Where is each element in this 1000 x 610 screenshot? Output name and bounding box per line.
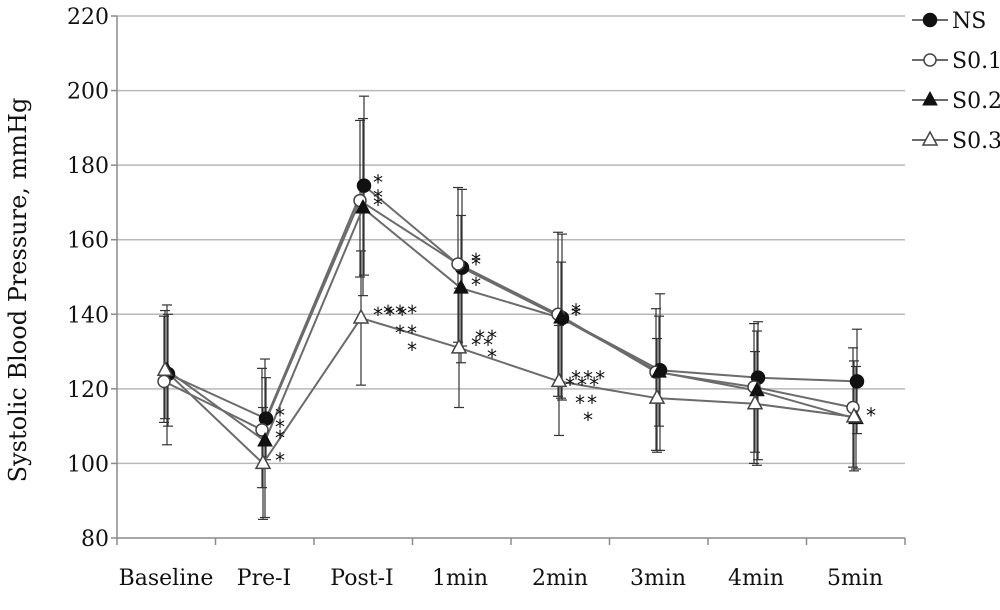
legend-marker-NS bbox=[922, 12, 938, 28]
data-point-S0.3 bbox=[746, 394, 764, 410]
significance-mark: * bbox=[470, 273, 482, 297]
data-point-S0.1 bbox=[255, 423, 269, 437]
series-line-S0.2 bbox=[166, 206, 857, 443]
significance-mark: * bbox=[372, 171, 384, 195]
significance-mark: * bbox=[372, 193, 384, 217]
y-tick-label: 180 bbox=[67, 154, 109, 179]
x-tick-label: 2min bbox=[532, 566, 588, 591]
legend: NS S0.1 S0.2 S0.3 bbox=[912, 9, 1000, 154]
series-lines bbox=[163, 184, 858, 465]
data-point-S0.3 bbox=[550, 371, 568, 388]
significance-mark: ** bbox=[394, 321, 418, 345]
significance-mark: *** bbox=[372, 303, 408, 327]
significance-mark: * bbox=[570, 299, 582, 323]
data-point-S0.2 bbox=[453, 279, 469, 294]
y-tick-labels: 80 100 120 140 160 180 200 220 bbox=[67, 5, 109, 552]
significance-mark: * bbox=[486, 345, 498, 369]
y-tick-label: 140 bbox=[67, 303, 109, 328]
y-tick-label: 120 bbox=[67, 378, 109, 403]
significance-mark: * bbox=[406, 338, 418, 362]
legend-label: S0.3 bbox=[952, 129, 1000, 154]
data-point-S0.3 bbox=[254, 453, 272, 470]
y-tick-label: 160 bbox=[67, 229, 109, 254]
data-point-S0.1 bbox=[451, 257, 465, 271]
x-tick-label: 1min bbox=[432, 566, 488, 591]
x-tick-label: 5min bbox=[827, 566, 883, 591]
significance-mark: ** bbox=[470, 333, 494, 357]
data-point-S0.2 bbox=[651, 363, 667, 378]
legend-label: S0.1 bbox=[952, 49, 1000, 74]
data-point-S0.3 bbox=[845, 407, 863, 423]
significance-mark: * bbox=[274, 415, 286, 439]
legend-marker-S0.1 bbox=[923, 53, 937, 67]
significance-mark: ** bbox=[474, 326, 498, 350]
significance-mark: * bbox=[372, 186, 384, 210]
data-point-S0.2 bbox=[355, 198, 371, 214]
axes bbox=[111, 15, 906, 545]
significance-mark: *** bbox=[382, 301, 418, 325]
significance-mark: * bbox=[570, 303, 582, 327]
significance-mark: *** bbox=[564, 373, 600, 397]
data-point-NS bbox=[849, 374, 865, 389]
x-tick-label: Baseline bbox=[119, 566, 214, 591]
data-point-S0.2 bbox=[553, 308, 569, 324]
series-markers bbox=[156, 178, 865, 470]
series-line-S0.1 bbox=[163, 199, 854, 432]
significance-mark: * bbox=[470, 253, 482, 277]
significance-mark: * bbox=[274, 426, 286, 450]
x-tick-label: Pre-I bbox=[237, 566, 291, 591]
y-tick-label: 200 bbox=[67, 80, 109, 105]
significance-mark: * bbox=[274, 448, 286, 472]
x-tick-labels: Baseline Pre-I Post-I 1min 2min 3min 4min 5min bbox=[119, 566, 883, 591]
data-point-S0.3 bbox=[352, 308, 370, 324]
data-point-S0.2 bbox=[257, 432, 273, 447]
legend-marker-S0.2 bbox=[922, 90, 938, 106]
data-point-NS bbox=[356, 178, 372, 193]
data-point-S0.1 bbox=[157, 374, 171, 389]
data-point-S0.3 bbox=[648, 388, 666, 404]
significance-annotations: **************************** ********* bbox=[274, 171, 877, 473]
legend-label: S0.2 bbox=[952, 89, 1000, 114]
significance-mark: *** bbox=[570, 366, 606, 390]
significance-mark: ** bbox=[574, 391, 598, 415]
y-tick-label: 80 bbox=[81, 527, 109, 552]
data-point-S0.3 bbox=[156, 360, 174, 376]
significance-mark: * bbox=[865, 404, 877, 428]
grid-lines bbox=[117, 15, 905, 465]
error-bars bbox=[159, 95, 862, 520]
y-tick-label: 220 bbox=[67, 5, 109, 30]
significance-mark: * bbox=[470, 249, 482, 273]
series-line-S0.3 bbox=[164, 316, 855, 465]
x-tick-label: 4min bbox=[728, 566, 784, 591]
legend-marker-S0.3 bbox=[921, 130, 939, 146]
significance-mark: * bbox=[274, 404, 286, 428]
legend-label: NS bbox=[952, 9, 986, 34]
data-point-S0.2 bbox=[749, 381, 765, 397]
significance-mark: * bbox=[570, 303, 582, 327]
y-axis-label: Systolic Blood Pressure, mmHg bbox=[4, 98, 32, 483]
data-point-S0.3 bbox=[450, 338, 468, 354]
x-tick-label: Post-I bbox=[330, 566, 393, 591]
y-tick-label: 100 bbox=[67, 452, 109, 477]
x-tick-label: 3min bbox=[630, 566, 686, 591]
significance-mark: * bbox=[582, 408, 594, 432]
